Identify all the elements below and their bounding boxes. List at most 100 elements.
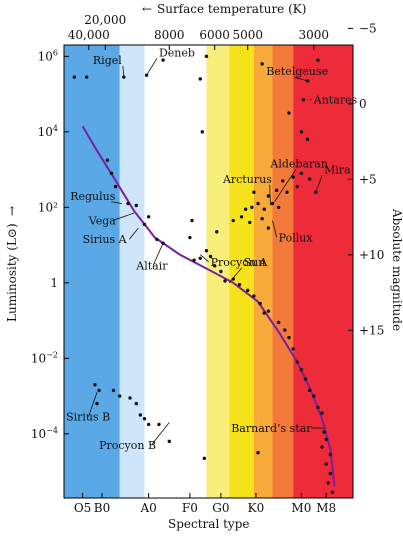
bottom-tick-label: F0 [182,501,198,515]
bottom-tick-label: M8 [316,501,336,515]
spectral-band [119,45,145,498]
star-point [138,413,143,417]
star-point [328,471,332,476]
star-point [312,394,316,398]
star-point [202,456,207,461]
star-point [328,452,332,457]
star-point [134,401,138,406]
star-point [316,58,320,62]
top-axis-title: Surface temperature (K) [157,2,306,16]
star-point [324,437,328,442]
top-axis-arrow: ← [142,2,152,16]
star-points [72,54,335,495]
left-tick-label: 10−4 [31,426,58,441]
label-leader [199,254,209,263]
top-tick-label: 8000 [154,28,185,42]
star-point [303,377,308,381]
star-label: Deneb [159,46,195,59]
star-point [122,75,126,79]
star-point [111,388,116,393]
star-point [157,422,161,427]
star-label: Arcturus [222,173,272,186]
star-point [146,422,151,427]
star-point [276,320,281,325]
label-leader [151,422,170,446]
star-point [113,184,118,189]
bottom-tick-label: K0 [248,501,265,515]
label-leader [228,267,242,284]
spectral-band [144,45,207,498]
star-point [85,75,89,79]
star-point [262,207,266,211]
star-point [299,171,304,176]
star-label: Antares [313,94,358,107]
star-point [231,277,235,281]
spectral-band [206,45,230,498]
plot-frame [63,44,354,499]
right-axis-title: Absolute magnitude [390,208,403,331]
star-point [212,264,217,268]
label-leader [152,243,164,266]
top-tick-label: 20,000 [84,13,126,27]
right-axis-ticks: −10−50+5+10+15 [348,21,384,337]
star-point [248,220,252,225]
star-label: Sirius A [83,233,128,246]
star-point [95,401,99,406]
left-tick-label: 104 [38,124,58,139]
star-point [320,411,324,415]
spectral-band [229,45,254,498]
right-tick-label: 0 [359,97,367,111]
star-point [299,367,304,372]
spectral-band [64,45,120,498]
star-point [285,190,289,194]
star-point [219,269,223,274]
star-point [231,218,235,223]
star-point [167,439,171,444]
star-point [316,405,320,410]
star-point [142,417,147,421]
star-point [305,137,310,142]
right-tick-label: +10 [359,248,384,262]
label-leader [113,212,135,221]
star-point [105,158,110,162]
bottom-tick-label: G0 [212,501,229,515]
star-label: Vega [88,214,116,227]
star-point [109,171,114,176]
star-label: Pollux [279,231,314,244]
right-tick-label: +15 [359,323,384,337]
star-label: Sirius B [66,411,110,424]
star-annotations: Rigel Deneb Betelgeuse Antares MiraAldebaran… [66,46,357,452]
star-point [188,235,192,240]
star-point [208,254,213,259]
right-tick-label: +5 [359,172,377,186]
left-tick-label: 1 [50,276,58,290]
bottom-tick-label: B0 [94,501,110,515]
star-point [256,451,260,455]
star-point [126,201,130,206]
label-leader [274,169,296,202]
star-point [262,311,266,315]
star-point [93,383,97,387]
star-point [118,394,122,398]
star-point [128,396,132,400]
star-point [291,347,295,351]
star-point [72,75,77,79]
bottom-tick-label: A0 [139,501,156,515]
left-axis-title-group: Luminosity (L⊙) → [5,206,19,322]
star-point [252,190,256,194]
star-point [291,175,295,179]
star-point [223,279,227,283]
star-point [287,111,291,115]
left-axis-title: Luminosity (L⊙) [5,223,19,322]
star-point [204,54,209,59]
left-axis-ticks: 106 104 10² 1 10−2 10−4 [31,48,69,441]
star-label: Regulus [70,190,116,203]
star-point [260,62,264,66]
right-axis-title-group: Absolute magnitude [390,208,403,331]
star-point [198,77,202,81]
star-point [287,335,291,340]
star-point [320,445,324,449]
star-point [322,430,326,434]
star-point [190,218,194,223]
